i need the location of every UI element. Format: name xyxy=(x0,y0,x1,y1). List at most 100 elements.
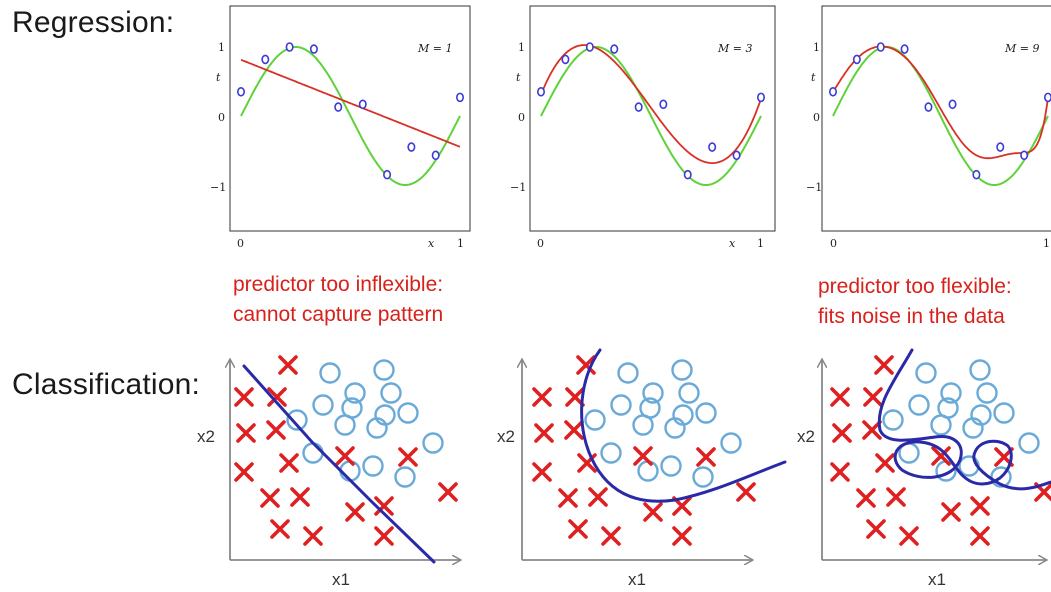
data-point xyxy=(237,87,246,97)
cross-class-marker xyxy=(866,519,886,539)
x-axis-label: x xyxy=(428,237,435,250)
circle-class-marker xyxy=(969,359,991,381)
y-tick-0: 0 xyxy=(218,111,225,124)
circle-class-marker xyxy=(678,382,700,404)
cross-class-marker xyxy=(863,387,883,407)
classification-label: Classification: xyxy=(12,368,201,401)
cross-class-marker xyxy=(290,487,310,507)
circle-class-marker xyxy=(373,359,395,381)
cross-class-marker xyxy=(672,526,692,546)
circle-class-marker xyxy=(286,409,308,431)
caption-flexible-line2: fits noise in the data xyxy=(818,305,1005,328)
class-markers xyxy=(234,355,458,546)
circle-class-marker xyxy=(397,402,419,424)
caption-inflexible-line2: cannot capture pattern xyxy=(233,303,444,326)
y-axis-label: t xyxy=(216,71,221,84)
circle-class-marker xyxy=(394,466,416,488)
cross-class-marker xyxy=(374,496,394,516)
fitted-curve xyxy=(832,45,1049,160)
x-tick-1: 1 xyxy=(1043,237,1050,250)
data-points xyxy=(536,42,765,180)
cross-class-marker xyxy=(601,526,621,546)
y-tick-0: 0 xyxy=(813,111,820,124)
fitted-curve xyxy=(540,44,762,164)
caption-flexible-line1: predictor too flexible: xyxy=(818,275,1012,298)
cross-class-marker xyxy=(335,446,355,466)
data-point xyxy=(659,99,668,110)
data-point xyxy=(876,42,885,52)
cross-class-marker xyxy=(558,488,578,508)
circle-class-marker xyxy=(617,362,639,384)
data-point xyxy=(732,150,741,161)
circle-class-marker xyxy=(664,417,686,439)
circle-class-marker xyxy=(302,442,324,464)
cross-class-marker xyxy=(260,488,280,508)
cross-class-marker xyxy=(267,387,287,407)
cross-class-marker xyxy=(576,355,596,375)
data-point xyxy=(948,99,957,110)
cross-class-marker xyxy=(875,453,895,473)
y-axis-label: x2 xyxy=(797,427,815,446)
data-point xyxy=(585,42,594,52)
decision-boundary xyxy=(242,364,436,564)
circle-class-marker xyxy=(632,414,654,436)
data-point xyxy=(407,142,416,152)
cross-class-marker xyxy=(970,526,990,546)
x-axis-label: x1 xyxy=(332,570,350,589)
model-order-label: M = 3 xyxy=(717,42,752,55)
x-tick-0: 0 xyxy=(237,237,244,250)
classification-panel-goodfit: x2 x1 xyxy=(497,348,787,589)
classification-panel-overfit: x2 x1 xyxy=(797,348,1051,589)
plot-frame xyxy=(821,5,1051,232)
cross-class-marker xyxy=(398,447,418,467)
circle-class-marker xyxy=(584,409,606,431)
cross-class-marker xyxy=(830,387,850,407)
x-tick-0: 0 xyxy=(830,237,837,250)
circle-class-marker xyxy=(660,455,682,477)
x-axis-label: x xyxy=(729,237,736,250)
cross-class-marker xyxy=(278,355,298,375)
cross-class-marker xyxy=(696,447,716,467)
circle-class-marker xyxy=(908,394,930,416)
model-order-label: M = 1 xyxy=(417,42,452,55)
caption-inflexible: predictor too inflexible: cannot capture… xyxy=(233,270,443,330)
circle-class-marker xyxy=(380,382,402,404)
circle-class-marker xyxy=(671,359,693,381)
y-tick-minus1: −1 xyxy=(210,181,226,194)
caption-inflexible-line1: predictor too inflexible: xyxy=(233,273,444,296)
decision-boundary xyxy=(877,348,1051,491)
circle-class-marker xyxy=(362,455,384,477)
data-point xyxy=(996,142,1005,152)
true-function-curve xyxy=(832,46,1049,186)
cross-class-marker xyxy=(234,387,254,407)
regression-label: Regression: xyxy=(12,6,175,39)
circle-class-marker xyxy=(976,382,998,404)
regression-panel-m3: M = 3 1 t 0 −1 0 x 1 xyxy=(510,5,776,250)
data-point xyxy=(536,87,545,97)
circle-class-marker xyxy=(312,394,334,416)
circle-class-marker xyxy=(339,460,361,482)
data-point xyxy=(383,169,392,180)
plot-frame xyxy=(529,5,776,232)
circle-class-marker xyxy=(915,362,937,384)
cross-class-marker xyxy=(279,453,299,473)
x-tick-0: 0 xyxy=(537,237,544,250)
cross-class-marker xyxy=(643,502,663,522)
data-point xyxy=(358,99,367,110)
data-point xyxy=(431,150,440,161)
data-point xyxy=(285,42,294,52)
circle-class-marker xyxy=(610,394,632,416)
data-point xyxy=(561,54,570,65)
data-point xyxy=(610,44,619,54)
cross-class-marker xyxy=(270,519,290,539)
data-point xyxy=(261,54,270,65)
y-tick-minus1: −1 xyxy=(510,181,526,194)
data-point xyxy=(634,102,643,112)
y-tick-1: 1 xyxy=(218,41,225,54)
circle-class-marker xyxy=(720,432,742,454)
circle-class-marker xyxy=(334,414,356,436)
circle-class-marker xyxy=(319,362,341,384)
circle-class-marker xyxy=(930,414,952,436)
y-tick-1: 1 xyxy=(813,41,820,54)
